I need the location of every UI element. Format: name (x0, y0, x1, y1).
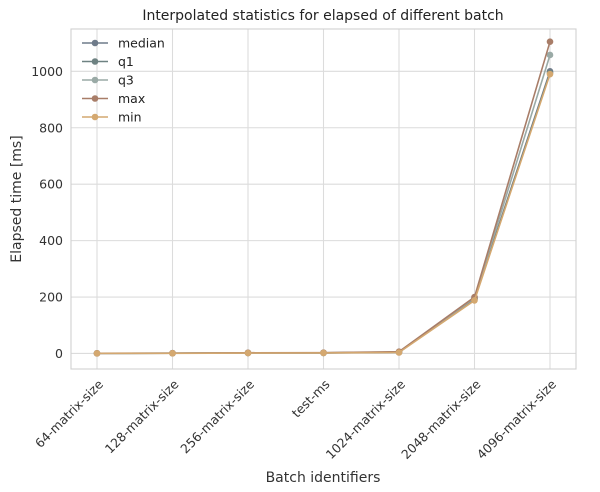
x-tick-label: test-ms (289, 377, 333, 421)
x-tick-label: 256-matrix-size (177, 376, 257, 456)
x-tick-labels: 64-matrix-size128-matrix-size256-matrix-… (32, 376, 559, 462)
x-tick-label: 128-matrix-size (102, 376, 182, 456)
data-point (93, 350, 101, 357)
legend-marker (91, 58, 99, 65)
legend-marker (91, 76, 99, 84)
legend: median q1 q3 max min (82, 36, 165, 125)
chart-title: Interpolated statistics for elapsed of d… (142, 8, 503, 24)
data-point (471, 297, 478, 304)
data-point (244, 349, 252, 357)
plot-frame (70, 28, 577, 370)
grid (71, 29, 576, 369)
y-tick-labels: 0 200 400 600 800 1000 (31, 64, 63, 361)
y-tick-label: 400 (39, 233, 63, 248)
y-tick-label: 800 (39, 120, 63, 135)
x-tick-label: 1024-matrix-size (323, 376, 409, 462)
y-tick-label: 0 (55, 346, 63, 361)
legend-label: q1 (118, 54, 134, 69)
legend-marker (91, 113, 99, 121)
x-axis-label: Batch identifiers (266, 470, 381, 486)
y-tick-label: 1000 (31, 64, 63, 79)
series-min (93, 70, 554, 357)
x-tick-label: 2048-matrix-size (398, 376, 484, 462)
y-tick-label: 600 (39, 177, 63, 192)
legend-label: q3 (118, 73, 134, 88)
x-tick-label: 64-matrix-size (32, 376, 106, 450)
legend-label: max (118, 91, 145, 106)
data-point (546, 51, 554, 59)
legend-marker (91, 95, 99, 102)
data-point (546, 70, 554, 78)
data-point (320, 349, 327, 357)
legend-marker (91, 39, 99, 47)
legend-item: min (82, 110, 142, 125)
legend-item: max (82, 91, 145, 106)
legend-label: median (118, 36, 165, 51)
legend-item: q1 (82, 54, 134, 69)
y-axis-label: Elapsed time [ms] (9, 135, 25, 262)
data-point (169, 349, 176, 357)
y-tick-label: 200 (39, 290, 63, 305)
legend-label: min (118, 110, 142, 125)
series-layer (93, 38, 554, 357)
data-point (395, 349, 403, 356)
legend-item: q3 (82, 73, 134, 88)
legend-item: median (82, 36, 165, 51)
data-point (546, 38, 554, 45)
x-tick-label: 4096-matrix-size (474, 376, 560, 462)
